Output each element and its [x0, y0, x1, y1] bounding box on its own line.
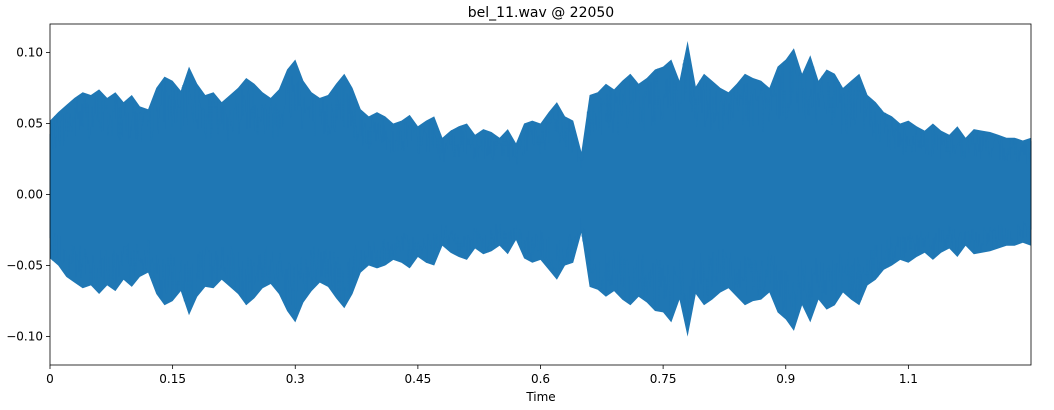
y-tick-label-2: 0.00	[16, 188, 43, 202]
y-tick-label-0: 0.10	[16, 45, 43, 59]
x-tick-label-4: 0.6	[531, 372, 550, 386]
y-axis: 0.10 0.05 0.00 −0.05 −0.10	[6, 45, 50, 344]
plot-area	[49, 41, 1032, 337]
x-tick-label-3: 0.45	[405, 372, 432, 386]
y-tick-label-3: −0.05	[6, 259, 43, 273]
x-tick-label-0: 0	[46, 372, 54, 386]
y-tick-label-1: 0.05	[16, 116, 43, 130]
x-axis: 0 0.15 0.3 0.45 0.6 0.75 0.9 1.1	[46, 365, 918, 386]
x-tick-label-7: 1.1	[899, 372, 918, 386]
x-tick-label-2: 0.3	[286, 372, 305, 386]
x-tick-label-1: 0.15	[159, 372, 186, 386]
x-tick-label-6: 0.9	[776, 372, 795, 386]
chart-title: bel_11.wav @ 22050	[468, 5, 614, 21]
y-tick-label-4: −0.10	[6, 330, 43, 344]
x-axis-title: Time	[525, 390, 555, 404]
x-tick-label-5: 0.75	[650, 372, 677, 386]
